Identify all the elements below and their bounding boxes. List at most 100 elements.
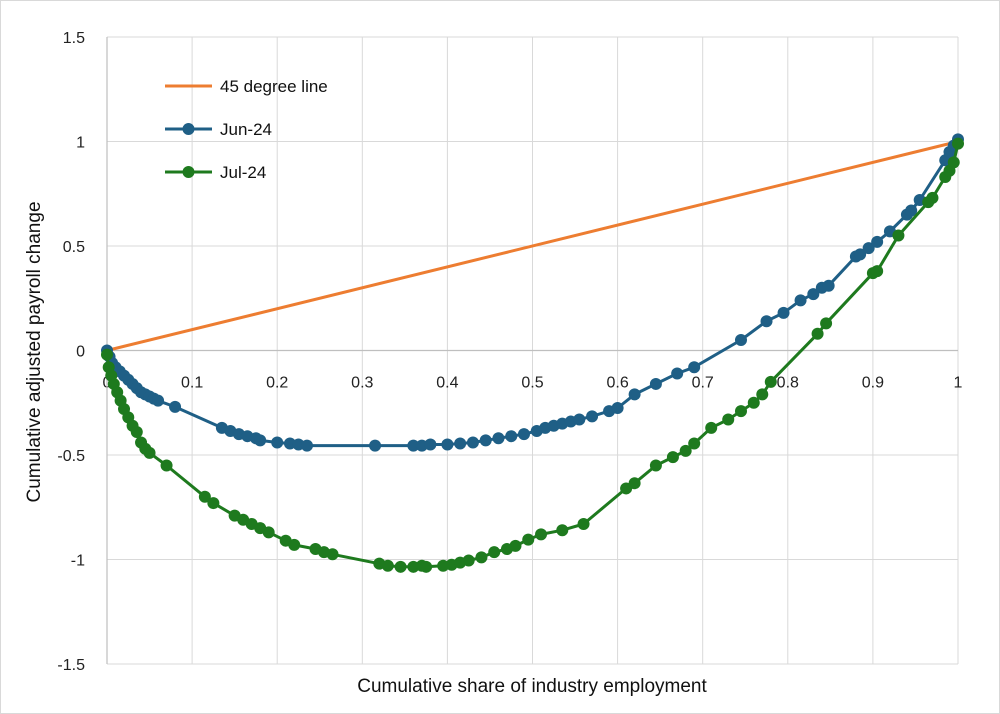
data-point [756, 388, 769, 401]
y-tick-label: -1.5 [57, 657, 85, 674]
data-point [101, 348, 113, 361]
data-point [871, 265, 884, 278]
data-point [573, 413, 586, 426]
legend-marker [182, 123, 195, 135]
y-tick-label: -1 [71, 553, 85, 570]
y-axis-title: Cumulative adjusted payroll change [24, 201, 45, 502]
data-point [466, 436, 479, 449]
data-point [577, 517, 590, 530]
data-point [475, 551, 488, 564]
legend-marker [182, 166, 195, 178]
data-point [556, 524, 569, 537]
x-tick-label: 0.2 [266, 375, 288, 392]
series-jul-24 [101, 137, 964, 573]
data-point [649, 377, 662, 390]
data-point [488, 546, 501, 559]
x-tick-label: 0.7 [692, 375, 714, 392]
legend-label: 45 degree line [220, 77, 328, 96]
x-tick-label: 0.6 [606, 375, 628, 392]
data-point [169, 400, 182, 413]
y-tick-label: 0 [76, 344, 85, 361]
x-tick-label: 0.8 [777, 375, 799, 392]
data-point [734, 405, 747, 418]
legend-item-45-degree-line: 45 degree line [165, 77, 328, 96]
data-point [288, 538, 301, 551]
data-point [952, 137, 964, 150]
data-point [586, 410, 599, 423]
data-point [822, 279, 835, 292]
data-point [160, 459, 173, 472]
data-point [381, 559, 394, 572]
data-point [688, 437, 701, 450]
data-point [326, 548, 339, 561]
data-point [535, 528, 548, 541]
data-point [369, 439, 382, 452]
data-point [505, 430, 518, 443]
data-point [130, 426, 143, 439]
data-point [492, 432, 505, 445]
data-point [760, 315, 773, 328]
y-tick-label: -0.5 [57, 448, 85, 465]
legend: 45 degree line Jun-24 Jul-24 [165, 77, 328, 182]
data-point [628, 477, 641, 490]
data-point [198, 490, 211, 503]
data-point [462, 554, 475, 567]
data-point [262, 526, 275, 539]
data-point [424, 438, 437, 451]
data-point [254, 434, 267, 447]
data-point [892, 229, 905, 242]
data-point [777, 306, 790, 319]
series-layer [101, 133, 964, 573]
legend-item-jun-24: Jun-24 [165, 120, 272, 139]
legend-label: Jul-24 [220, 163, 266, 182]
x-tick-label: 0.1 [181, 375, 203, 392]
data-point [688, 361, 701, 374]
x-tick-label: 0.3 [351, 375, 373, 392]
data-point [454, 437, 467, 450]
data-point [143, 446, 156, 459]
data-point [517, 428, 530, 441]
data-point [207, 497, 220, 510]
data-point [522, 533, 535, 546]
y-tick-label: 1 [76, 135, 85, 152]
data-point [862, 242, 875, 255]
data-point [441, 438, 454, 451]
data-point [649, 459, 662, 472]
x-tick-label: 1 [954, 375, 963, 392]
data-point [611, 401, 624, 414]
data-point [628, 388, 641, 401]
y-tick-label: 1.5 [63, 30, 85, 47]
x-tick-label: 0.5 [521, 375, 543, 392]
data-point [807, 288, 820, 301]
data-point [407, 439, 420, 452]
data-point [271, 436, 284, 449]
data-point [666, 451, 679, 464]
data-point [300, 439, 313, 452]
data-point [509, 539, 522, 552]
data-point [926, 191, 939, 204]
axes: -1.5-1-0.500.511.500.10.20.30.40.50.60.7… [57, 30, 962, 674]
data-point [905, 204, 918, 217]
data-point [394, 560, 407, 573]
legend-item-jul-24: Jul-24 [165, 163, 266, 182]
data-point [705, 421, 718, 434]
data-point [679, 444, 692, 457]
legend-label: Jun-24 [220, 120, 272, 139]
y-tick-label: 0.5 [63, 239, 85, 256]
data-point [947, 156, 960, 169]
x-tick-label: 0.4 [436, 375, 458, 392]
data-point [811, 327, 824, 340]
data-point [871, 235, 884, 248]
data-point [671, 367, 684, 380]
data-point [479, 434, 492, 447]
data-point [764, 375, 777, 388]
data-point [794, 294, 807, 307]
data-point [734, 334, 747, 347]
data-point [420, 560, 433, 573]
data-point [820, 317, 833, 330]
series-line-45-degree-line [105, 140, 960, 352]
data-point [722, 413, 735, 426]
